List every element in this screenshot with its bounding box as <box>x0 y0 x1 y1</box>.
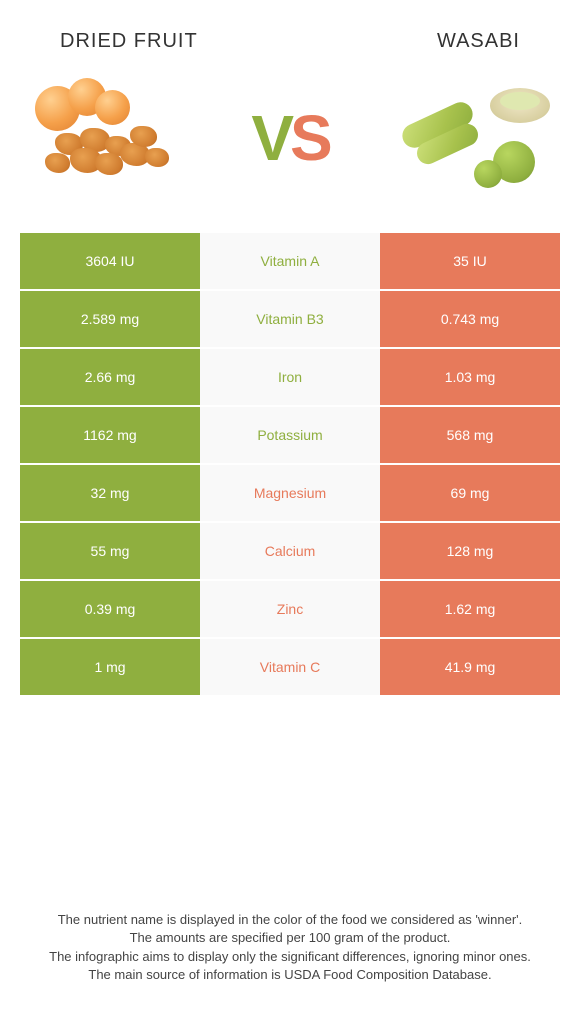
footer-line: The main source of information is USDA F… <box>40 966 540 984</box>
table-row: 55 mgCalcium128 mg <box>20 523 560 581</box>
left-value: 0.39 mg <box>20 581 200 637</box>
comparison-table: 3604 IUVitamin A35 IU2.589 mgVitamin B30… <box>20 233 560 697</box>
right-value: 568 mg <box>380 407 560 463</box>
left-value: 32 mg <box>20 465 200 521</box>
wasabi-image <box>390 78 550 198</box>
footer-line: The nutrient name is displayed in the co… <box>40 911 540 929</box>
right-value: 128 mg <box>380 523 560 579</box>
left-value: 2.66 mg <box>20 349 200 405</box>
vs-label: VS <box>251 101 328 175</box>
table-row: 2.589 mgVitamin B30.743 mg <box>20 291 560 349</box>
right-value: 0.743 mg <box>380 291 560 347</box>
footer-line: The amounts are specified per 100 gram o… <box>40 929 540 947</box>
vs-v: V <box>251 102 290 174</box>
right-title: Wasabi <box>437 30 520 53</box>
titles-row: Dried fruit Wasabi <box>0 0 580 53</box>
table-row: 1162 mgPotassium568 mg <box>20 407 560 465</box>
left-title: Dried fruit <box>60 30 198 53</box>
right-value: 35 IU <box>380 233 560 289</box>
right-value: 69 mg <box>380 465 560 521</box>
table-row: 0.39 mgZinc1.62 mg <box>20 581 560 639</box>
images-row: VS <box>0 53 580 233</box>
nutrient-name: Calcium <box>200 523 380 579</box>
left-value: 55 mg <box>20 523 200 579</box>
nutrient-name: Vitamin C <box>200 639 380 695</box>
right-value: 41.9 mg <box>380 639 560 695</box>
footer-line: The infographic aims to display only the… <box>40 948 540 966</box>
left-value: 2.589 mg <box>20 291 200 347</box>
left-value: 1 mg <box>20 639 200 695</box>
nutrient-name: Potassium <box>200 407 380 463</box>
nutrient-name: Vitamin B3 <box>200 291 380 347</box>
nutrient-name: Iron <box>200 349 380 405</box>
nutrient-name: Vitamin A <box>200 233 380 289</box>
table-row: 1 mgVitamin C41.9 mg <box>20 639 560 697</box>
table-row: 32 mgMagnesium69 mg <box>20 465 560 523</box>
left-value: 1162 mg <box>20 407 200 463</box>
right-value: 1.03 mg <box>380 349 560 405</box>
nutrient-name: Zinc <box>200 581 380 637</box>
table-row: 3604 IUVitamin A35 IU <box>20 233 560 291</box>
table-row: 2.66 mgIron1.03 mg <box>20 349 560 407</box>
nutrient-name: Magnesium <box>200 465 380 521</box>
dried-fruit-image <box>30 78 190 198</box>
left-value: 3604 IU <box>20 233 200 289</box>
footer-notes: The nutrient name is displayed in the co… <box>0 911 580 984</box>
vs-s: S <box>290 102 329 174</box>
right-value: 1.62 mg <box>380 581 560 637</box>
